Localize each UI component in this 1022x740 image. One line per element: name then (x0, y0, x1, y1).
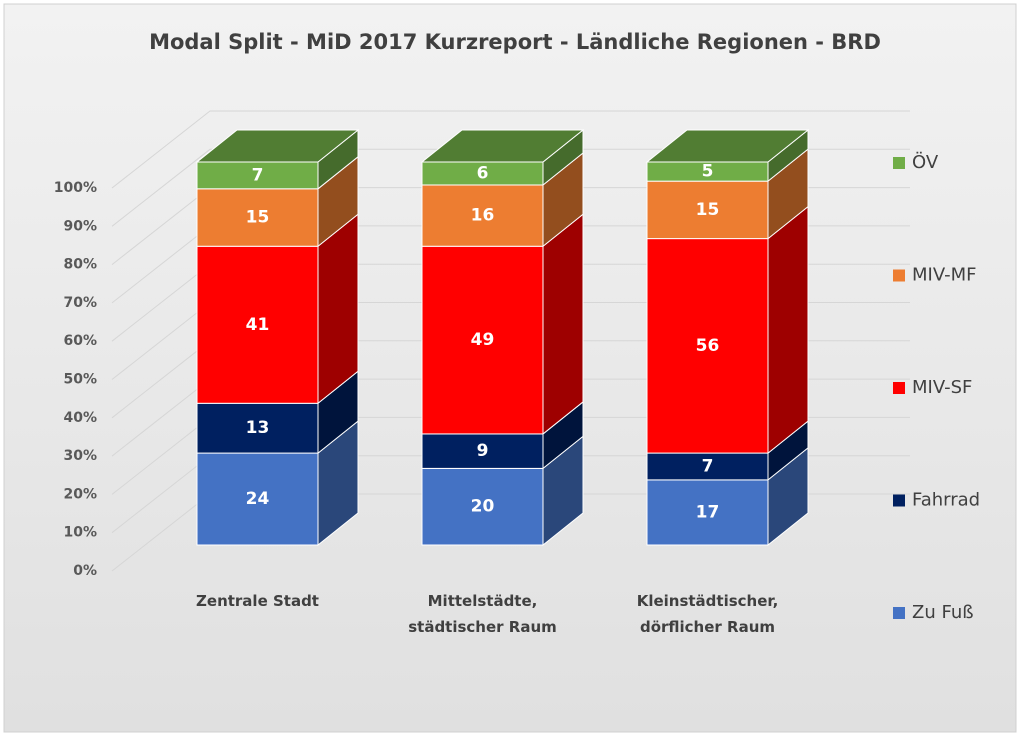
x-tick-label-line: Mittelstädte, (428, 592, 538, 610)
bar (646, 180, 769, 240)
bar (421, 184, 544, 247)
y-tick-label: 70% (63, 295, 97, 311)
grid-line (111, 110, 910, 189)
y-tick-label: 20% (63, 486, 97, 502)
bar (646, 452, 769, 481)
x-tick-label: Kleinstädtischer, dörflicher Raum (637, 592, 779, 636)
data-label: 15 (246, 208, 270, 228)
bar (421, 245, 544, 435)
legend-swatch (893, 494, 905, 507)
x-tick-label: Zentrale Stadt (196, 592, 319, 610)
data-label: 13 (246, 418, 270, 438)
y-tick-label: 90% (63, 218, 97, 234)
x-tick-label-line: Zentrale Stadt (196, 592, 319, 610)
data-label: 24 (246, 489, 270, 509)
y-tick-label: 40% (63, 410, 97, 426)
y-tick-label: 0% (73, 563, 97, 579)
legend-label: Fahrrad (912, 490, 980, 511)
data-label: 15 (696, 200, 720, 220)
legend-swatch (893, 382, 905, 394)
data-label: 16 (471, 206, 495, 226)
x-tick-label-line: dörflicher Raum (640, 618, 775, 636)
y-tick-label: 100% (54, 180, 97, 196)
bar-side (317, 213, 359, 405)
data-label: 20 (471, 497, 495, 517)
legend-label: ÖV (912, 151, 939, 173)
bar (646, 238, 769, 454)
data-label: 41 (246, 315, 270, 335)
legend-label: MIV-SF (912, 377, 972, 398)
x-tick-label-line: Kleinstädtischer, (637, 592, 779, 610)
bar-side (542, 213, 584, 435)
legend-label: Zu Fuß (912, 602, 974, 623)
bar (646, 479, 769, 546)
y-tick-label: 50% (63, 372, 97, 388)
legend-swatch (893, 607, 905, 619)
data-label: 7 (702, 456, 714, 476)
data-label: 7 (252, 165, 264, 185)
legend-label: MIV-MF (912, 265, 976, 286)
y-tick-label: 10% (63, 525, 97, 541)
bar (196, 245, 319, 404)
bar (196, 402, 319, 454)
data-label: 56 (696, 336, 720, 356)
legend-swatch (893, 269, 905, 282)
bar-side (767, 205, 809, 455)
x-tick-label: Mittelstädte, städtischer Raum (408, 592, 557, 636)
data-label: 5 (702, 162, 714, 182)
data-label: 49 (471, 330, 495, 350)
data-label: 17 (696, 502, 720, 522)
legend-swatch (893, 157, 905, 169)
y-tick-label: 80% (63, 257, 97, 273)
bar (421, 433, 544, 469)
x-tick-label-line: städtischer Raum (408, 618, 557, 636)
data-label: 9 (477, 441, 489, 461)
y-tick-label: 60% (63, 333, 97, 349)
bar (421, 467, 544, 546)
bar-top (195, 129, 360, 163)
y-tick-label: 30% (63, 448, 97, 464)
data-label: 6 (477, 163, 489, 183)
chart-title: Modal Split - MiD 2017 Kurzreport - Länd… (149, 30, 881, 54)
bar-top (420, 129, 585, 163)
bar-top (645, 129, 810, 163)
